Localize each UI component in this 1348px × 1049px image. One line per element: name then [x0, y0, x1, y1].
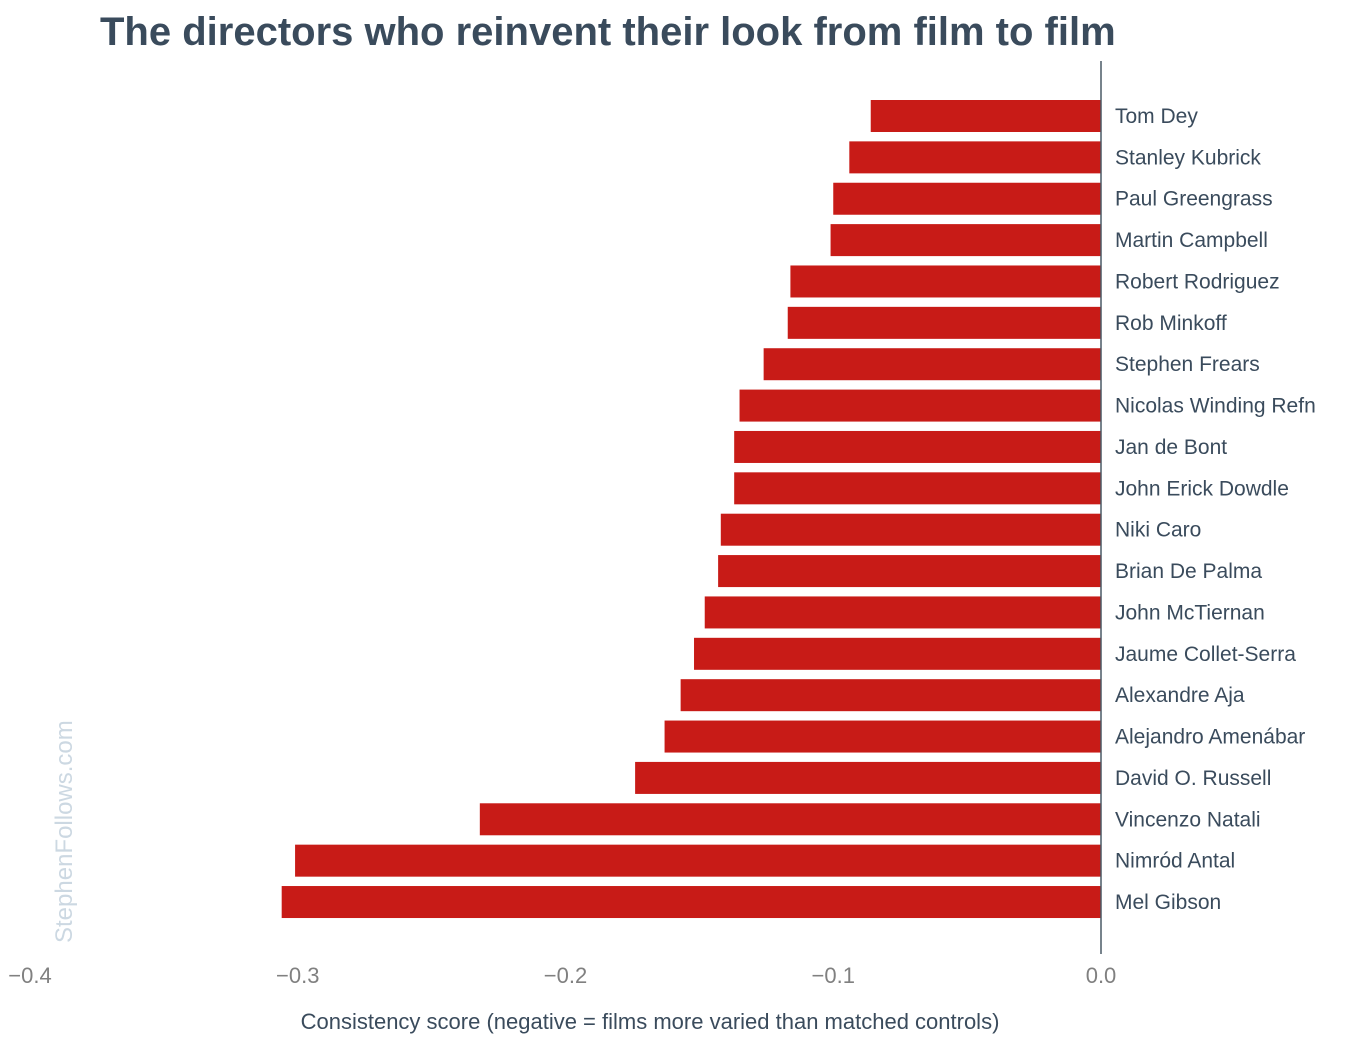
category-label: John Erick Dowdle — [1115, 477, 1289, 500]
category-label: Robert Rodriguez — [1115, 270, 1280, 293]
bar — [787, 306, 1101, 339]
x-tick-label: −0.2 — [544, 963, 587, 988]
bar — [790, 265, 1101, 298]
chart-title: The directors who reinvent their look fr… — [100, 10, 1116, 54]
category-label: Tom Dey — [1115, 105, 1198, 128]
x-tick-label: −0.1 — [812, 963, 855, 988]
category-label: Nicolas Winding Refn — [1115, 395, 1316, 418]
category-label: Paul Greengrass — [1115, 188, 1273, 211]
bar — [734, 472, 1101, 505]
bar — [734, 430, 1101, 463]
category-label: Vincenzo Natali — [1115, 808, 1261, 831]
category-label: Brian De Palma — [1115, 560, 1262, 583]
x-tick-label: −0.3 — [276, 963, 319, 988]
bar — [635, 761, 1101, 794]
bar — [870, 100, 1101, 132]
category-labels: Tom Dey Stanley Kubrick Paul Greengrass Mar… — [1115, 105, 1316, 914]
watermark: StephenFollows.com — [51, 720, 78, 943]
bar — [720, 513, 1101, 546]
category-label: Stephen Frears — [1115, 353, 1260, 376]
category-label: Stanley Kubrick — [1115, 146, 1261, 169]
category-label: Rob Minkoff — [1115, 312, 1227, 335]
bar — [739, 389, 1101, 422]
bar — [718, 555, 1101, 588]
bar — [479, 803, 1101, 836]
x-axis-title: Consistency score (negative = films more… — [301, 1009, 1000, 1034]
category-label: Mel Gibson — [1115, 891, 1221, 914]
x-tick-labels: −0.4 −0.3 −0.2 −0.1 0.0 — [8, 963, 1116, 988]
bars-group — [281, 100, 1101, 919]
x-tick-label: 0.0 — [1086, 963, 1117, 988]
category-label: Nimród Antal — [1115, 850, 1235, 873]
category-label: Alejandro Amenábar — [1115, 726, 1305, 749]
bar — [664, 720, 1101, 753]
category-label: Martin Campbell — [1115, 229, 1268, 252]
bar — [833, 182, 1101, 215]
bar — [680, 679, 1101, 712]
bar — [704, 596, 1101, 629]
category-label: John McTiernan — [1115, 601, 1265, 624]
category-label: Alexandre Aja — [1115, 684, 1245, 707]
bar — [295, 844, 1101, 877]
bar — [281, 886, 1101, 919]
x-tick-label: −0.4 — [8, 963, 51, 988]
category-label: David O. Russell — [1115, 767, 1271, 790]
category-label: Niki Caro — [1115, 519, 1201, 542]
bar — [694, 637, 1101, 670]
category-label: Jan de Bont — [1115, 436, 1227, 459]
category-label: Jaume Collet-Serra — [1115, 643, 1296, 666]
bar — [849, 141, 1101, 174]
bar — [763, 348, 1101, 381]
bar — [830, 224, 1101, 257]
